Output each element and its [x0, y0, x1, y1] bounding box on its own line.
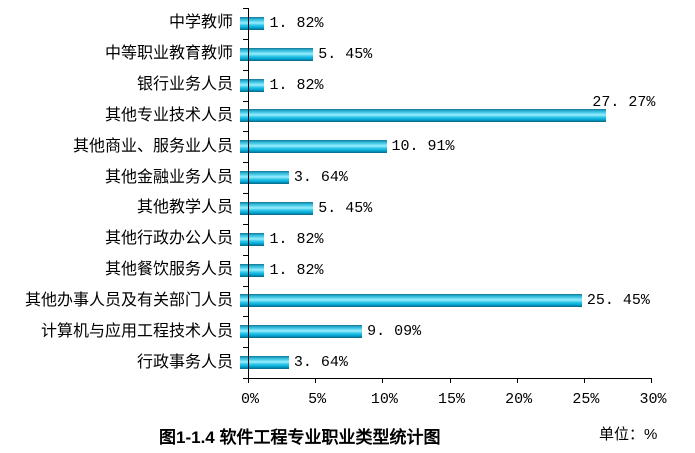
bar-row: 其他金融业务人员 3. 64% [0, 162, 695, 193]
bar-row: 其他行政办公人员 1. 82% [0, 224, 695, 255]
value-label: 1. 82% [269, 76, 324, 94]
value-label: 9. 09% [367, 323, 422, 341]
value-label: 1. 82% [269, 230, 324, 248]
x-axis-tick [382, 379, 384, 383]
y-axis-tick [243, 223, 248, 225]
y-axis-tick [243, 8, 248, 9]
bar [240, 16, 265, 30]
category-label: 行政事务人员 [136, 353, 233, 371]
bar-row: 中等职业教育教师 5. 45% [0, 39, 695, 70]
bar [240, 47, 314, 61]
y-axis-tick [243, 378, 248, 379]
x-axis-tick [651, 379, 652, 383]
bar-track: 25. 45% [240, 286, 695, 317]
x-axis-tick [315, 379, 317, 383]
x-axis-tick [583, 379, 585, 383]
bar-row: 其他办事人员及有关部门人员 25. 45% [0, 286, 695, 317]
bar-row: 其他餐饮服务人员 1. 82% [0, 255, 695, 286]
bar [240, 78, 265, 92]
bar-track: 1. 82% [240, 8, 695, 39]
value-label: 3. 64% [293, 354, 348, 372]
bar-track: 3. 64% [240, 162, 695, 193]
category-label: 其他金融业务人员 [104, 168, 233, 186]
bar [240, 140, 387, 154]
y-axis-tick [243, 38, 248, 40]
category-label: 其他商业、服务业人员 [72, 137, 233, 155]
value-label: 5. 45% [318, 199, 373, 217]
bar-track: 5. 45% [240, 39, 695, 70]
bar-track: 27. 27% [240, 95, 695, 132]
bar-track: 3. 64% [240, 347, 695, 378]
category-label: 中等职业教育教师 [104, 45, 233, 63]
y-axis-tick [243, 131, 248, 133]
bar-row: 计算机与应用工程技术人员 9. 09% [0, 316, 695, 347]
x-axis-tick-label: 0% [240, 391, 259, 408]
bar-track: 1. 82% [240, 70, 695, 101]
y-axis-tick [243, 100, 248, 102]
category-label: 其他教学人员 [136, 199, 233, 217]
category-label: 其他餐饮服务人员 [104, 261, 233, 279]
bar-row: 行政事务人员 3. 64% [0, 347, 695, 378]
bar-track: 1. 82% [240, 224, 695, 255]
bar-row: 其他专业技术人员 27. 27% [0, 95, 695, 132]
bar [240, 171, 289, 185]
y-axis-tick [243, 347, 248, 349]
value-label: 25. 45% [586, 292, 650, 310]
x-axis-tick-label: 5% [308, 391, 327, 408]
bar [240, 263, 265, 277]
bar-row: 其他商业、服务业人员 10. 91% [0, 131, 695, 162]
category-label: 中学教师 [168, 14, 233, 32]
y-axis-tick [243, 69, 248, 71]
bar-row: 中学教师 1. 82% [0, 8, 695, 39]
x-axis-tick-label: 20% [505, 391, 533, 408]
y-axis-tick [243, 254, 248, 256]
x-axis-tick-label: 25% [572, 391, 600, 408]
y-axis-tick [243, 285, 248, 287]
unit-label: 单位：% [599, 426, 658, 443]
y-axis-line [248, 8, 249, 379]
value-label: 5. 45% [318, 45, 373, 63]
bar-track: 5. 45% [240, 193, 695, 224]
x-axis-tick-label: 30% [639, 391, 667, 408]
y-axis-tick [243, 316, 248, 318]
bar [240, 201, 314, 215]
category-label: 其他办事人员及有关部门人员 [24, 291, 233, 309]
bar-row: 其他教学人员 5. 45% [0, 193, 695, 224]
category-label: 其他行政办公人员 [104, 230, 233, 248]
value-label: 3. 64% [293, 169, 348, 187]
x-axis-tick [449, 379, 451, 383]
y-axis-tick [243, 193, 248, 194]
x-axis-tick-label: 15% [437, 391, 465, 408]
value-label: 1. 82% [269, 261, 324, 279]
category-label: 其他专业技术人员 [104, 106, 233, 124]
bar-track: 1. 82% [240, 255, 695, 286]
x-axis-tick [516, 379, 518, 383]
bar [240, 294, 582, 308]
bar-row: 银行业务人员 1. 82% [0, 70, 695, 101]
y-axis-tick [243, 162, 248, 164]
value-label: 1. 82% [269, 14, 324, 32]
x-axis-tick [248, 379, 249, 383]
x-axis-tick-label: 10% [370, 391, 398, 408]
bar [240, 325, 363, 339]
value-label: 10. 91% [391, 138, 455, 156]
category-label: 银行业务人员 [136, 76, 233, 94]
bar-track: 10. 91% [240, 131, 695, 162]
bar [240, 109, 607, 123]
x-axis-line [248, 378, 652, 379]
bar [240, 232, 265, 246]
value-label: 27. 27% [592, 94, 656, 112]
category-label: 计算机与应用工程技术人员 [40, 322, 233, 340]
bar-track: 9. 09% [240, 316, 695, 347]
chart-title: 图1-1.4 软件工程专业职业类型统计图 [159, 428, 441, 447]
bar [240, 356, 289, 370]
